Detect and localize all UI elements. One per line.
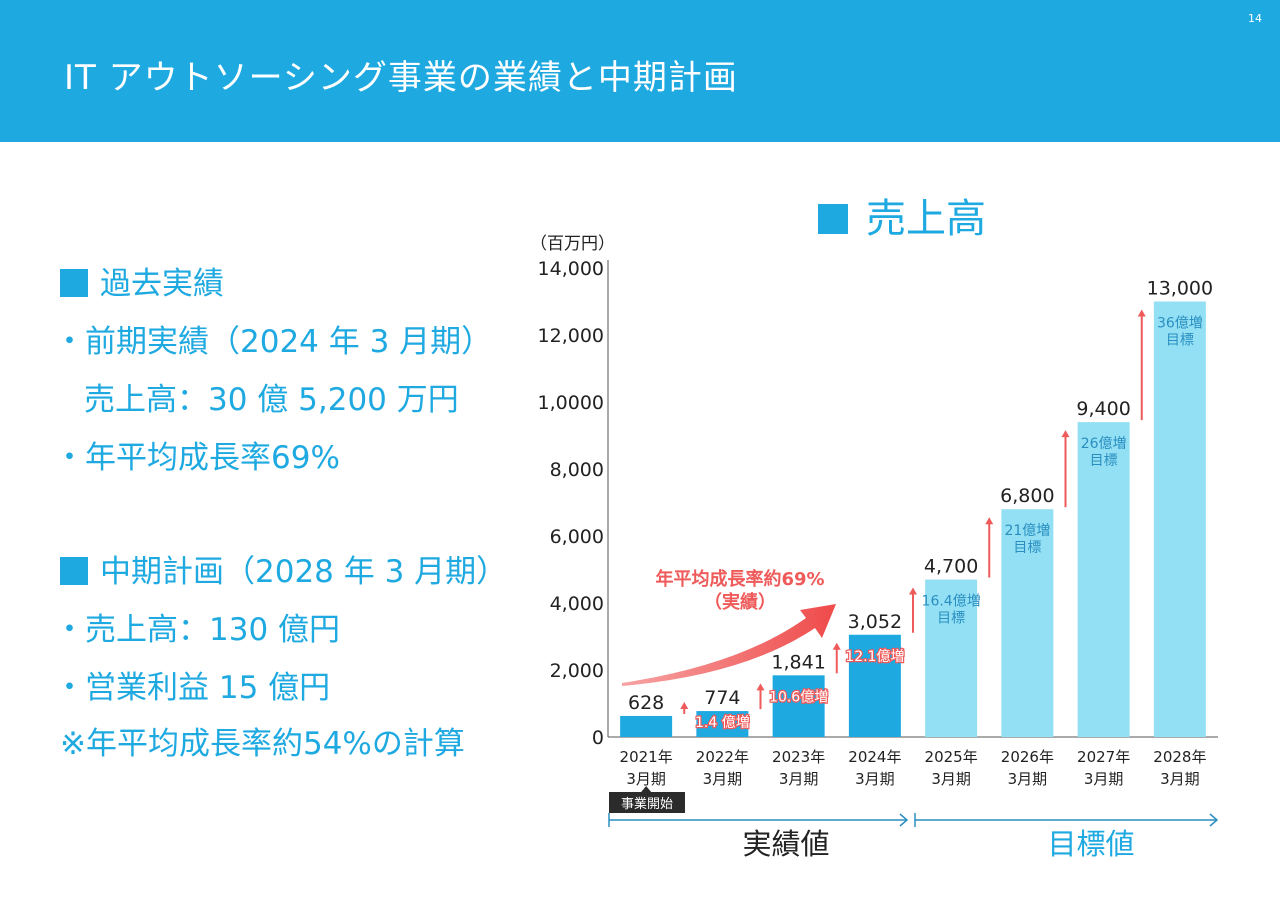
plan-line-3: ※年平均成長率約54%の計算 <box>60 726 465 762</box>
past-line-1: ・前期実績（2024 年 3 月期） <box>54 324 493 360</box>
x-tick-label-year: 2028年 <box>1153 748 1206 766</box>
target-range-label: 目標値 <box>1047 827 1134 861</box>
growth-annotation-line2: （実績） <box>704 591 776 613</box>
chart-title: 売上高 <box>818 186 986 244</box>
target-note-label: 目標 <box>937 611 965 627</box>
increase-label: 12.1億増 <box>845 649 904 665</box>
bars-group: 628 2021年 3月期 774 2022年 3月期 1.4 億増 1,841 2023年 3月… <box>620 278 1214 789</box>
increase-label: 1.4 億増 <box>695 715 750 731</box>
x-tick-label-period: 3月期 <box>779 770 819 788</box>
x-tick-label-year: 2025年 <box>925 748 978 766</box>
x-tick-label-period: 3月期 <box>1160 770 1200 788</box>
bar <box>1077 422 1130 737</box>
growth-arrow <box>622 604 836 686</box>
header-bar: IT アウトソーシング事業の業績と中期計画 14 <box>0 0 1280 142</box>
x-tick-label-year: 2024年 <box>848 748 901 766</box>
bar <box>620 715 673 737</box>
bar <box>925 579 978 737</box>
increase-label: 36億増 <box>1157 316 1203 332</box>
target-range-chevron-icon <box>1209 813 1219 827</box>
past-heading: 過去実績 <box>60 258 224 303</box>
x-tick-label-year: 2023年 <box>772 748 825 766</box>
plan-heading-text: 中期計画（2028 年 3 月期） <box>100 554 508 590</box>
increase-arrow-head <box>680 701 689 709</box>
y-tick-label: 14,000 <box>538 258 604 280</box>
bar-value-label: 774 <box>704 687 740 709</box>
increase-arrow-head <box>756 683 765 691</box>
x-tick-label-period: 3月期 <box>1008 770 1048 788</box>
increase-label: 10.6億増 <box>769 689 828 705</box>
increase-arrow-head <box>909 587 917 595</box>
x-tick-label-period: 3月期 <box>855 770 895 788</box>
square-bullet-icon <box>60 269 88 297</box>
growth-annotation: 年平均成長率約69%（実績） <box>622 568 836 686</box>
square-bullet-icon <box>818 204 848 234</box>
y-tick-label: 1,0000 <box>538 392 604 414</box>
chart-title-text: 売上高 <box>866 196 986 242</box>
bar-value-label: 13,000 <box>1147 278 1213 300</box>
bar-value-label: 1,841 <box>771 651 825 673</box>
past-heading-text: 過去実績 <box>100 266 224 302</box>
target-note-label: 目標 <box>1013 540 1041 556</box>
x-tick-label-year: 2022年 <box>696 748 749 766</box>
y-tick-label: 2,000 <box>550 660 604 682</box>
business-start-label: 事業開始 <box>621 796 673 812</box>
x-tick-label-year: 2027年 <box>1077 748 1130 766</box>
square-bullet-icon <box>60 557 88 585</box>
x-tick-label-year: 2021年 <box>620 748 673 766</box>
page-number: 14 <box>1248 12 1262 25</box>
bar <box>696 711 749 737</box>
business-start-pointer <box>641 786 652 792</box>
y-tick-label: 4,000 <box>550 593 604 615</box>
plan-heading: 中期計画（2028 年 3 月期） <box>60 546 507 591</box>
increase-arrow-head <box>1061 430 1070 438</box>
plan-line-1: ・売上高：130 億円 <box>54 612 341 648</box>
y-tick-label: 0 <box>592 727 604 749</box>
increase-label: 26億増 <box>1081 436 1127 452</box>
past-line-3: ・年平均成長率69% <box>54 440 340 476</box>
x-tick-label-year: 2026年 <box>1001 748 1054 766</box>
page-title: IT アウトソーシング事業の業績と中期計画 <box>64 58 738 98</box>
bar-value-label: 628 <box>628 692 664 714</box>
bar-value-label: 3,052 <box>848 611 902 633</box>
bar-value-label: 6,800 <box>1000 485 1054 507</box>
past-line-2: 売上高：30 億 5,200 万円 <box>84 382 459 418</box>
increase-label: 21億増 <box>1004 523 1050 539</box>
bar-value-label: 4,700 <box>924 556 978 578</box>
bar <box>772 675 825 737</box>
growth-annotation-line1: 年平均成長率約69% <box>655 568 824 590</box>
increase-arrow-head <box>832 642 841 650</box>
y-tick-label: 8,000 <box>550 459 604 481</box>
x-tick-label-period: 3月期 <box>931 770 971 788</box>
increase-label: 16.4億増 <box>922 594 981 610</box>
y-axis-unit-label: （百万円） <box>530 234 615 254</box>
increase-arrow-head <box>985 517 994 525</box>
bar <box>1001 509 1054 737</box>
bar-value-label: 9,400 <box>1076 398 1130 420</box>
y-tick-label: 6,000 <box>550 526 604 548</box>
y-tick-label: 12,000 <box>538 325 604 347</box>
actual-range-label: 実績値 <box>742 827 829 861</box>
x-tick-label-period: 3月期 <box>626 770 666 788</box>
x-tick-label-period: 3月期 <box>703 770 743 788</box>
increase-arrow-head <box>1137 309 1146 317</box>
target-note-label: 目標 <box>1090 453 1118 469</box>
bar <box>1153 301 1206 737</box>
bar <box>848 634 901 737</box>
plan-line-2: ・営業利益 15 億円 <box>54 670 331 706</box>
target-note-label: 目標 <box>1166 333 1194 349</box>
business-start-badge <box>609 792 685 813</box>
actual-range-chevron-icon <box>899 813 909 827</box>
x-tick-label-period: 3月期 <box>1084 770 1124 788</box>
